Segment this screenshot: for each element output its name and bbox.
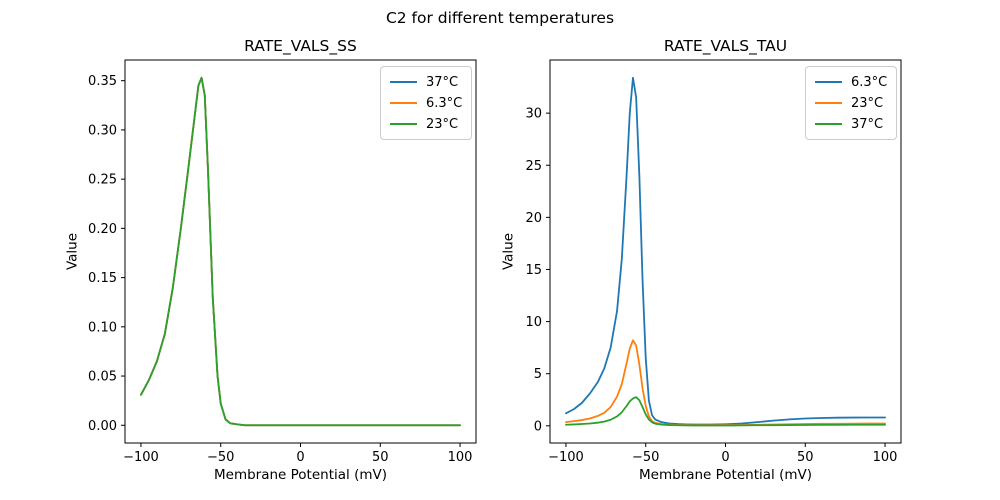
legend-label: 37°C bbox=[426, 74, 459, 90]
x-tick-label: 100 bbox=[873, 450, 898, 465]
subplot-tau-ylabel: Value bbox=[500, 232, 517, 271]
x-tick-label: 0 bbox=[296, 450, 304, 465]
subplot-ss-title: RATE_VALS_SS bbox=[244, 37, 357, 55]
legend-entry: 23°C bbox=[390, 114, 462, 134]
y-tick-label: 0.10 bbox=[88, 320, 117, 335]
legend-line-swatch bbox=[815, 80, 842, 84]
legend-label: 6.3°C bbox=[426, 95, 463, 111]
y-tick-label: 30 bbox=[525, 107, 542, 122]
y-tick-label: 10 bbox=[525, 315, 542, 330]
subplot-ss-xlabel: Membrane Potential (mV) bbox=[213, 467, 387, 483]
subplot-tau-xlabel: Membrane Potential (mV) bbox=[638, 467, 812, 483]
y-tick-label: 5 bbox=[534, 367, 542, 382]
x-tick-label: 0 bbox=[721, 450, 729, 465]
y-tick-label: 0 bbox=[534, 419, 542, 434]
y-tick-label: 0.15 bbox=[88, 271, 117, 286]
y-tick-label: 15 bbox=[525, 263, 542, 278]
y-tick-label: 0.05 bbox=[88, 370, 117, 385]
subplot-tau: −100 −50 0 50 100 0 5 10 15 20 25 30 bbox=[525, 59, 902, 465]
subplot-ss-ylabel: Value bbox=[64, 232, 81, 271]
legend-entry: 23°C bbox=[815, 93, 887, 113]
legend-label: 6.3°C bbox=[851, 74, 888, 90]
x-tick-label: 50 bbox=[372, 450, 389, 465]
legend-line-swatch bbox=[815, 101, 842, 105]
legend-entry: 6.3°C bbox=[390, 93, 462, 113]
y-tick-label: 0.20 bbox=[88, 222, 117, 237]
y-tick-label: 0.30 bbox=[88, 123, 117, 138]
axes-spines bbox=[549, 59, 902, 444]
legend-entry: 37°C bbox=[390, 72, 462, 92]
legend-label: 23°C bbox=[851, 95, 884, 111]
legend-line-swatch bbox=[390, 80, 417, 84]
legend-line-swatch bbox=[815, 122, 842, 126]
y-tick-label: 0.35 bbox=[88, 74, 117, 89]
legend-line-swatch bbox=[390, 101, 417, 105]
legend-label: 37°C bbox=[851, 116, 884, 132]
y-tick-label: 0.25 bbox=[88, 173, 117, 188]
x-tick-label: −50 bbox=[207, 450, 234, 465]
series-line-23C bbox=[140, 76, 461, 427]
series-line-37C bbox=[565, 396, 886, 427]
x-tick-label: −100 bbox=[548, 450, 584, 465]
series-line-23C bbox=[565, 339, 886, 427]
legend-entry: 37°C bbox=[815, 114, 887, 134]
x-tick-label: −50 bbox=[632, 450, 659, 465]
y-tick-label: 20 bbox=[525, 211, 542, 226]
x-tick-label: 100 bbox=[448, 450, 473, 465]
subplot-ss: −100 −50 0 50 100 0.00 0.05 0.10 0.15 0.20 0.25 0.3… bbox=[88, 59, 477, 465]
y-tick-label: 25 bbox=[525, 159, 542, 174]
subplot-tau-title: RATE_VALS_TAU bbox=[663, 37, 788, 55]
y-tick-label: 0.00 bbox=[88, 419, 117, 434]
legend-entry: 6.3°C bbox=[815, 72, 887, 92]
series-line-6.3C bbox=[565, 76, 886, 426]
legend-label: 23°C bbox=[426, 116, 459, 132]
legend-tau: 6.3°C 23°C 37°C bbox=[805, 66, 898, 140]
legend-ss: 37°C 6.3°C 23°C bbox=[380, 66, 473, 140]
figure-suptitle: C2 for different temperatures bbox=[385, 9, 615, 27]
axes-spines bbox=[124, 59, 477, 444]
x-tick-label: −100 bbox=[123, 450, 159, 465]
x-tick-label: 50 bbox=[797, 450, 814, 465]
legend-line-swatch bbox=[390, 122, 417, 126]
